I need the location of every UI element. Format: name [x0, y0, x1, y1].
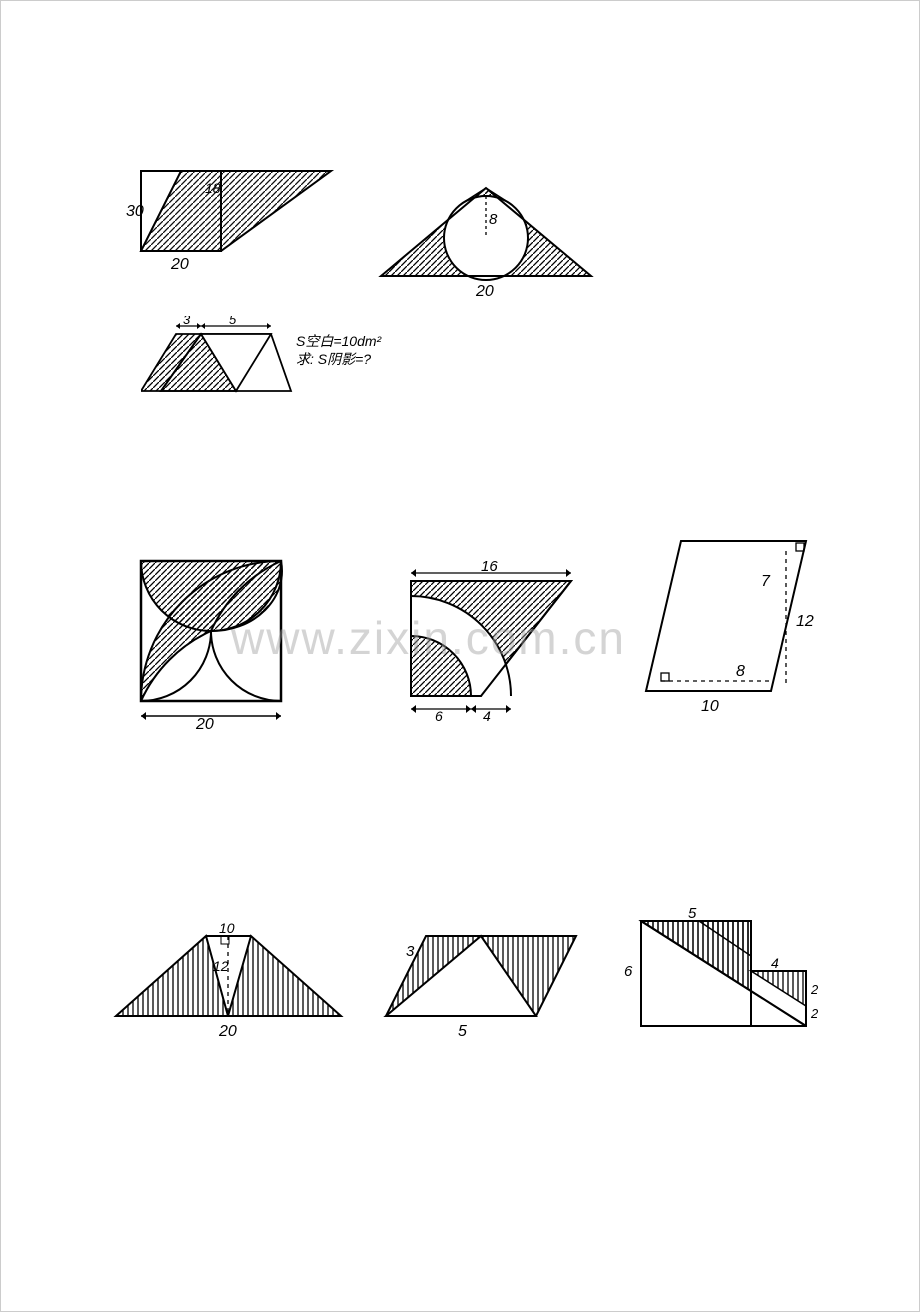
- label-2a: 2: [810, 982, 819, 997]
- label-10: 10: [701, 698, 719, 715]
- label-4b: 4: [771, 955, 779, 971]
- label-18: 18: [205, 180, 221, 196]
- fig-square-parallelogram: 30 20 18: [121, 161, 341, 291]
- page: 30 20 18 8 20: [0, 0, 920, 1312]
- label-r8: 8: [489, 211, 498, 228]
- label-l6: 6: [624, 963, 633, 980]
- label-30: 30: [126, 203, 144, 220]
- label-3: 3: [183, 316, 191, 327]
- label-8: 8: [736, 663, 745, 680]
- label-sblank: S空白=10dm²: [296, 333, 383, 349]
- label-5b: 5: [458, 1023, 467, 1040]
- label-b20: 20: [475, 283, 494, 300]
- label-sshaded: 求: S阴影=?: [296, 351, 371, 367]
- label-h12: 12: [213, 958, 229, 974]
- label-20b: 20: [195, 716, 214, 731]
- fig-composite: 5 6 4 2 2: [616, 906, 826, 1051]
- fig-para-triangle: 3 5: [376, 921, 591, 1046]
- label-3b: 3: [406, 943, 415, 960]
- watermark: www.zixin.com.cn: [231, 611, 626, 665]
- label-20: 20: [170, 256, 189, 273]
- fig-two-triangles: 10 12 20: [111, 921, 346, 1051]
- label-4: 4: [483, 708, 491, 721]
- label-7: 7: [761, 573, 771, 590]
- label-12: 12: [796, 613, 814, 630]
- label-6: 6: [435, 708, 443, 721]
- label-16: 16: [481, 561, 498, 575]
- label-b20c: 20: [218, 1023, 237, 1040]
- label-5: 5: [229, 316, 237, 327]
- fig-triangle-circle: 8 20: [371, 176, 601, 306]
- fig-parallelogram: 7 12 8 10: [641, 531, 821, 721]
- label-2b: 2: [810, 1006, 819, 1021]
- label-t5: 5: [688, 906, 697, 922]
- label-t10: 10: [219, 921, 235, 936]
- fig-trapezoid: 3 5 S空白=10dm² 求: S阴影=?: [141, 316, 401, 406]
